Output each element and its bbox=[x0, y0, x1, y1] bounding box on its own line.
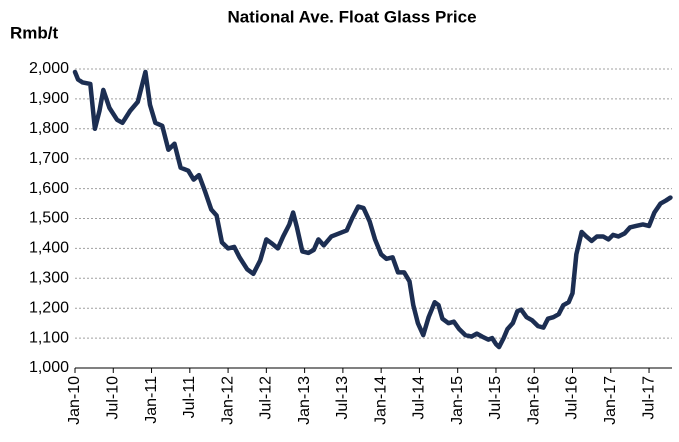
x-tick-label: Jan-16 bbox=[525, 376, 542, 425]
y-tick-label: 1,100 bbox=[29, 329, 69, 346]
chart-title: National Ave. Float Glass Price bbox=[227, 7, 476, 26]
x-tick-label: Jul-14 bbox=[411, 376, 428, 420]
y-tick-label: 1,000 bbox=[29, 359, 69, 376]
y-tick-label: 1,500 bbox=[29, 210, 69, 227]
price-line bbox=[72, 69, 673, 350]
x-tick-label: Jan-15 bbox=[449, 376, 466, 425]
x-tick-label: Jan-10 bbox=[66, 376, 83, 425]
x-tick-label: Jul-13 bbox=[334, 376, 351, 420]
y-tick-label: 1,600 bbox=[29, 180, 69, 197]
x-tick-label: Jan-14 bbox=[372, 376, 389, 425]
y-tick-label: 1,800 bbox=[29, 120, 69, 137]
x-tick-label: Jul-11 bbox=[181, 376, 198, 418]
x-tick-label: Jul-17 bbox=[640, 376, 657, 420]
y-tick-label: 1,300 bbox=[29, 270, 69, 287]
y-tick-label: 1,700 bbox=[29, 150, 69, 167]
x-tick-label: Jan-11 bbox=[143, 376, 160, 424]
x-tick-label: Jan-17 bbox=[602, 376, 619, 425]
y-tick-label: 1,900 bbox=[29, 90, 69, 107]
x-tick-label: Jul-10 bbox=[104, 376, 121, 420]
y-tick-label: 1,400 bbox=[29, 240, 69, 257]
x-tick-label: Jul-15 bbox=[487, 376, 504, 420]
x-tick-label: Jan-12 bbox=[219, 376, 236, 425]
x-tick-label: Jul-12 bbox=[258, 376, 275, 420]
y-axis-label: Rmb/t bbox=[10, 23, 59, 42]
y-tick-label: 2,000 bbox=[29, 60, 69, 77]
y-tick-label: 1,200 bbox=[29, 299, 69, 316]
x-tick-label: Jan-13 bbox=[296, 376, 313, 425]
x-tick-label: Jul-16 bbox=[564, 376, 581, 420]
